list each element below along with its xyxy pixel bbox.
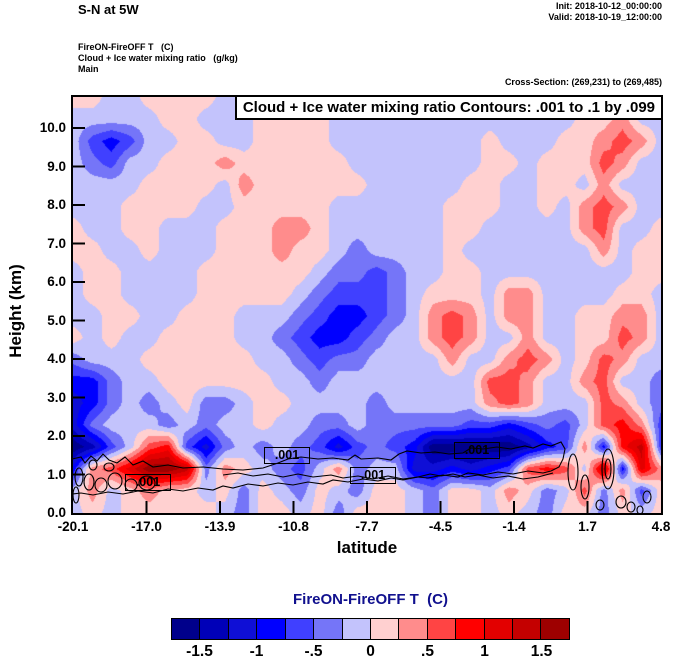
page-title: S-N at 5W [78, 2, 139, 17]
x-axis-label: latitude [336, 538, 398, 557]
y-axis-label: Height (km) [6, 264, 25, 358]
colorbar-tick-label: 1 [480, 643, 489, 660]
y-tick-label: 10.0 [39, 120, 66, 135]
colorbar-swatch [227, 618, 258, 640]
y-tick-label: 2.0 [47, 428, 66, 443]
y-tick-label: 1.0 [47, 466, 66, 482]
y-tick-label: 3.0 [47, 389, 66, 405]
colorbar-swatch [284, 618, 315, 640]
colorbar-swatch [369, 618, 400, 640]
init-timestamp: Init: 2018-10-12_00:00:00 [555, 1, 662, 11]
x-tick-label: -4.5 [428, 519, 453, 534]
colorbar-swatch [540, 618, 571, 640]
contour-label: .001 [454, 442, 500, 459]
y-tick-label: 8.0 [47, 197, 66, 212]
colorbar-swatch [313, 618, 343, 640]
colorbar-swatch [199, 618, 230, 640]
colorbar-tick-label: 1.5 [530, 643, 553, 660]
x-tick-label: -10.8 [278, 519, 309, 534]
colorbar-swatch [171, 618, 201, 640]
colorbar-tick-label: -1 [249, 643, 264, 660]
colorbar-swatch [341, 618, 372, 640]
colorbar-tick-label: 0 [366, 643, 375, 660]
y-tick-label: 6.0 [47, 274, 66, 289]
y-tick-label: 0.0 [47, 505, 66, 520]
y-tick-label: 9.0 [47, 158, 66, 174]
temperature-field-canvas [73, 97, 661, 513]
colorbar-swatch [483, 618, 514, 640]
cross-section-label: Cross-Section: (269,231) to (269,485) [504, 77, 662, 87]
contour-info-banner: Cloud + Ice water mixing ratio Contours:… [234, 95, 663, 120]
x-tick-label: -7.7 [355, 519, 379, 534]
x-tick-label: 4.8 [651, 519, 671, 534]
colorbar-swatch [256, 618, 286, 640]
x-tick-label: -1.4 [502, 519, 526, 534]
contour-label: .001 [350, 467, 396, 484]
colorbar-tick-label: -1.5 [186, 643, 213, 660]
plot-frame: Cloud + Ice water mixing ratio Contours:… [71, 95, 663, 515]
colorbar-tick-label: -.5 [304, 643, 323, 660]
product-label-domain: Main [78, 64, 99, 74]
x-tick-label: -20.1 [57, 519, 89, 534]
valid-timestamp: Valid: 2018-10-19_12:00:00 [548, 12, 662, 22]
x-tick-label: -13.9 [204, 519, 236, 534]
colorbar-title: FireON-FireOFF T (C) [293, 591, 448, 608]
y-tick-label: 4.0 [47, 351, 66, 366]
colorbar-swatch [398, 618, 428, 640]
x-tick-label: 1.7 [578, 519, 597, 534]
product-label-temperature: FireON-FireOFF T (C) [78, 42, 174, 52]
colorbar-tick-label: .5 [421, 643, 434, 660]
contour-label: .001 [125, 474, 171, 491]
colorbar-swatch [455, 618, 485, 640]
product-label-cloud-ice: Cloud + Ice water mixing ratio (g/kg) [78, 53, 238, 63]
colorbar [171, 618, 571, 640]
colorbar-swatch [512, 618, 542, 640]
product-labels: FireON-FireOFF T (C) Cloud + Ice water m… [78, 42, 238, 75]
timestamp-block: Init: 2018-10-12_00:00:00 Valid: 2018-10… [548, 1, 662, 23]
colorbar-swatch [426, 618, 457, 640]
y-tick-label: 5.0 [47, 312, 66, 328]
contour-label: .001 [264, 447, 310, 464]
x-tick-label: -17.0 [131, 519, 162, 534]
y-tick-label: 7.0 [47, 235, 66, 251]
